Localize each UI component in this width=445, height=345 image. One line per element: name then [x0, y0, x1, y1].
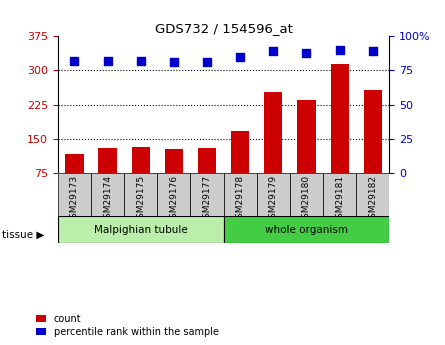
- Text: GSM29176: GSM29176: [170, 175, 178, 225]
- Bar: [290, 173, 323, 216]
- Point: [137, 58, 144, 63]
- Title: GDS732 / 154596_at: GDS732 / 154596_at: [155, 22, 292, 35]
- Text: GSM29178: GSM29178: [236, 175, 245, 225]
- Point: [104, 58, 111, 63]
- Bar: [223, 173, 257, 216]
- Point: [71, 58, 78, 63]
- Bar: [331, 63, 349, 173]
- Bar: [132, 147, 150, 173]
- Text: GSM29177: GSM29177: [202, 175, 211, 225]
- Bar: [65, 154, 84, 173]
- Text: Malpighian tubule: Malpighian tubule: [94, 225, 188, 235]
- Bar: [223, 216, 389, 243]
- Text: GSM29179: GSM29179: [269, 175, 278, 225]
- Point: [270, 49, 277, 54]
- Bar: [323, 173, 356, 216]
- Point: [170, 59, 178, 65]
- Text: tissue ▶: tissue ▶: [2, 230, 44, 239]
- Bar: [264, 92, 283, 173]
- Text: GSM29175: GSM29175: [136, 175, 145, 225]
- Text: GSM29173: GSM29173: [70, 175, 79, 225]
- Text: GSM29180: GSM29180: [302, 175, 311, 225]
- Bar: [198, 148, 216, 173]
- Point: [237, 54, 244, 60]
- Bar: [165, 149, 183, 173]
- Point: [336, 47, 343, 53]
- Bar: [364, 90, 382, 173]
- Bar: [158, 173, 190, 216]
- Legend: count, percentile rank within the sample: count, percentile rank within the sample: [36, 314, 218, 337]
- Bar: [190, 173, 224, 216]
- Point: [369, 49, 376, 54]
- Bar: [58, 216, 224, 243]
- Text: whole organism: whole organism: [265, 225, 348, 235]
- Bar: [98, 148, 117, 173]
- Bar: [58, 173, 91, 216]
- Text: GSM29174: GSM29174: [103, 175, 112, 224]
- Bar: [91, 173, 124, 216]
- Bar: [297, 100, 316, 173]
- Bar: [356, 173, 389, 216]
- Point: [303, 50, 310, 56]
- Text: GSM29182: GSM29182: [368, 175, 377, 224]
- Bar: [231, 131, 249, 173]
- Bar: [124, 173, 158, 216]
- Text: GSM29181: GSM29181: [335, 175, 344, 225]
- Point: [203, 59, 210, 65]
- Bar: [257, 173, 290, 216]
